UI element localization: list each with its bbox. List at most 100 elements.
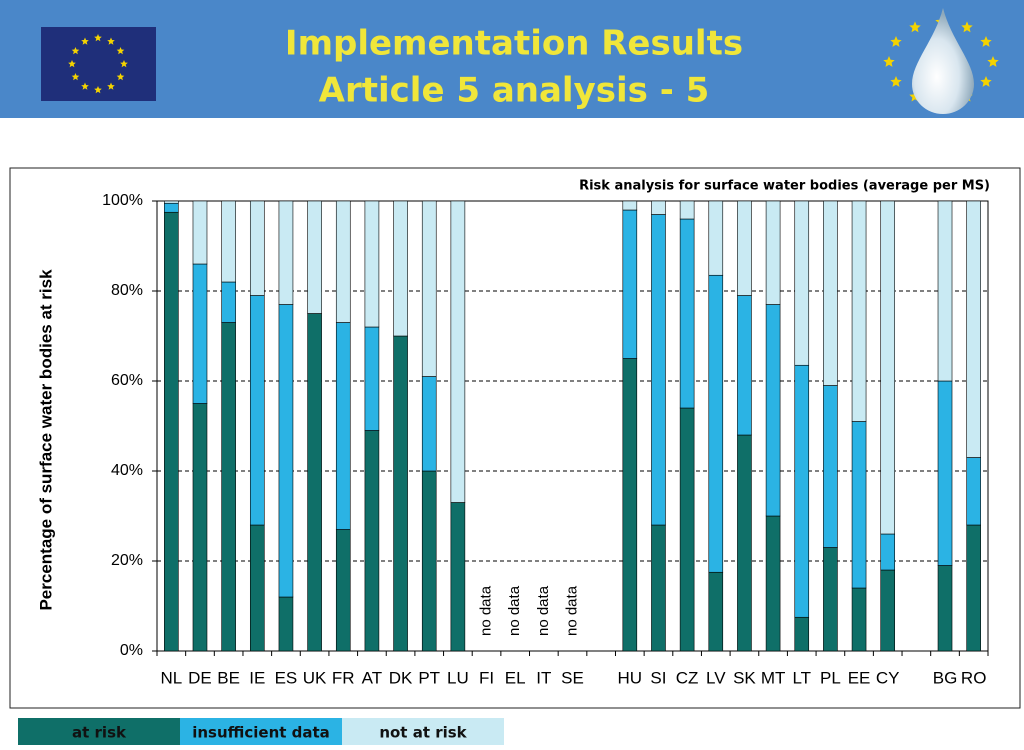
x-tick-label: CZ [676, 668, 699, 687]
bar-segment [851, 421, 867, 589]
x-tick-label: FR [332, 668, 355, 687]
x-tick-label: EE [848, 668, 871, 687]
bar-segment [679, 407, 695, 652]
bar-segment [192, 403, 208, 652]
no-data-note: no data [506, 585, 523, 636]
bar-segment [966, 200, 981, 458]
bar-segment [737, 295, 752, 436]
bar-segment [450, 502, 466, 652]
x-tick-label: DK [389, 668, 413, 687]
bar-segment [221, 200, 236, 283]
bar-segment [393, 200, 408, 337]
bar-segment [164, 211, 179, 652]
bar-segment [851, 587, 867, 652]
water-drop [912, 8, 974, 114]
bar-segment [966, 457, 981, 526]
bar-segment [278, 200, 294, 305]
y-tick-label: 0% [120, 642, 143, 659]
plot-area [156, 200, 989, 652]
legend-label: not at risk [379, 724, 467, 742]
bar-segment [794, 200, 810, 366]
bar-segment [421, 376, 437, 472]
bar-segment [708, 274, 724, 573]
x-tick-label: UK [303, 668, 327, 687]
bar-segment [765, 515, 781, 652]
x-tick-label: MT [761, 668, 786, 687]
bar-segment [937, 200, 953, 382]
legend-label: insufficient data [192, 724, 330, 742]
bar-segment [364, 326, 380, 431]
bar-segment [335, 200, 351, 323]
star [890, 36, 902, 47]
star [81, 82, 89, 90]
legend-label: at risk [72, 724, 127, 742]
star [68, 60, 76, 68]
x-tick-label: SE [561, 668, 584, 687]
bar-segment [221, 281, 236, 323]
bar-segment [622, 200, 638, 211]
star [980, 36, 992, 47]
star [890, 76, 902, 87]
star [909, 21, 921, 33]
bar-segment [164, 202, 179, 213]
bar-segment [421, 200, 437, 377]
x-tick-label: FI [479, 668, 494, 687]
bar-segment [307, 313, 322, 652]
star [116, 47, 125, 55]
star [107, 82, 115, 90]
bar-segment [364, 200, 380, 328]
bar-segment [622, 209, 638, 359]
bar-segment [651, 524, 666, 652]
legend-swatch [180, 718, 342, 745]
bar-segment [164, 200, 179, 204]
x-tick-label: HU [618, 668, 643, 687]
bar-segment [651, 214, 666, 526]
bar-segment [765, 200, 781, 305]
star [987, 56, 999, 67]
bar-segment [622, 358, 638, 652]
x-tick-label: BG [933, 668, 958, 687]
bar-segment [192, 200, 208, 265]
bar-segment [192, 263, 208, 404]
bar-segment [851, 200, 867, 422]
x-tick-label: IT [536, 668, 551, 687]
bar-segment [249, 524, 265, 652]
star [961, 21, 973, 33]
x-tick-label: DE [188, 668, 212, 687]
x-tick-label: RO [961, 668, 987, 687]
bar-segment [651, 200, 666, 215]
bar-segment [880, 533, 896, 571]
bar-segment [823, 547, 838, 652]
bar-segment [737, 200, 752, 296]
x-tick-label: PL [820, 668, 841, 687]
header-band [0, 0, 1024, 118]
no-data-note: no data [478, 585, 495, 636]
x-tick-label: ES [275, 668, 298, 687]
x-tick-label: SI [650, 668, 666, 687]
star [980, 76, 992, 87]
plot: 0% 20% 40% 60% 80% 100% NL DE BE IE ES UK FR AT DK PT LU… [102, 192, 989, 687]
bar-segment [679, 200, 695, 220]
x-tick-label: IE [249, 668, 265, 687]
y-axis-title: Percentage of surface water bodies at ri… [36, 269, 55, 611]
star [120, 60, 128, 68]
star [116, 73, 125, 81]
bar-segment [708, 571, 724, 652]
x-tick-label: LV [706, 668, 726, 687]
bar-segment [249, 200, 265, 296]
bar-segment [221, 322, 236, 652]
bar-segment [393, 335, 408, 652]
bar-segment [937, 565, 953, 652]
legend-swatch [342, 718, 504, 745]
y-tick-label: 40% [111, 462, 143, 479]
y-tick-label: 80% [111, 282, 143, 299]
bar-segment [708, 200, 724, 276]
x-tick-label: EL [505, 668, 526, 687]
bar-segment [823, 385, 838, 548]
bar-segment [335, 529, 351, 652]
no-data-note: no data [563, 585, 580, 636]
x-tick-label: NL [160, 668, 182, 687]
star [94, 34, 102, 42]
bar-segment [737, 434, 752, 652]
